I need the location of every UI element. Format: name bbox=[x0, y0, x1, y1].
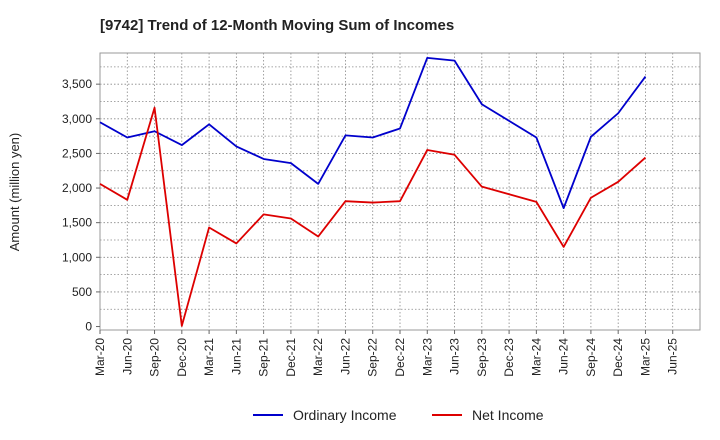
chart-title: [9742] Trend of 12-Month Moving Sum of I… bbox=[100, 17, 454, 34]
x-tick-label: Dec-23 bbox=[502, 338, 516, 377]
y-tick-label: 2,500 bbox=[62, 146, 92, 160]
x-tick-label: Dec-21 bbox=[284, 338, 298, 377]
legend: Ordinary Income Net Income bbox=[253, 407, 544, 423]
gridlines bbox=[99, 53, 701, 330]
x-tick-label: Sep-20 bbox=[148, 338, 162, 377]
x-tick-label: Mar-24 bbox=[529, 338, 543, 376]
x-tick-label: Jun-22 bbox=[338, 338, 352, 375]
legend-label-net-income: Net Income bbox=[472, 407, 544, 423]
y-tick-label: 2,000 bbox=[62, 181, 92, 195]
y-tick-label: 1,500 bbox=[62, 216, 92, 230]
x-tick-label: Mar-21 bbox=[202, 338, 216, 376]
y-axis-label: Amount (million yen) bbox=[7, 133, 22, 252]
x-tick-label: Jun-24 bbox=[557, 338, 571, 375]
x-axis-ticks: Mar-20 Jun-20 Sep-20 Dec-20 Mar-21 Jun-21 Sep-… bbox=[93, 330, 680, 377]
x-tick-label: Sep-24 bbox=[584, 338, 598, 377]
x-tick-label: Mar-25 bbox=[638, 338, 652, 376]
ordinary-income-line bbox=[99, 56, 647, 210]
x-tick-label: Mar-20 bbox=[93, 338, 107, 376]
net-income-line bbox=[99, 106, 647, 327]
x-tick-label: Jun-21 bbox=[229, 338, 243, 375]
x-tick-label: Jun-23 bbox=[448, 338, 462, 375]
x-tick-label: Mar-23 bbox=[420, 338, 434, 376]
x-tick-label: Mar-22 bbox=[311, 338, 325, 376]
y-tick-label: 500 bbox=[72, 285, 92, 299]
legend-label-ordinary-income: Ordinary Income bbox=[293, 407, 397, 423]
x-tick-label: Dec-20 bbox=[175, 338, 189, 377]
y-tick-label: 0 bbox=[85, 320, 92, 334]
x-tick-label: Sep-21 bbox=[257, 338, 271, 377]
x-tick-label: Sep-22 bbox=[366, 338, 380, 377]
x-tick-label: Dec-24 bbox=[611, 338, 625, 377]
x-tick-label: Jun-25 bbox=[666, 338, 680, 375]
x-tick-label: Jun-20 bbox=[120, 338, 134, 375]
y-tick-label: 3,500 bbox=[62, 77, 92, 91]
x-tick-label: Dec-22 bbox=[393, 338, 407, 377]
y-axis-ticks: 0 500 1,000 1,500 2,000 2,500 3,000 3,500 bbox=[62, 77, 100, 334]
x-tick-label: Sep-23 bbox=[475, 338, 489, 377]
series-lines bbox=[99, 56, 647, 327]
y-tick-label: 3,000 bbox=[62, 112, 92, 126]
y-tick-label: 1,000 bbox=[62, 250, 92, 264]
